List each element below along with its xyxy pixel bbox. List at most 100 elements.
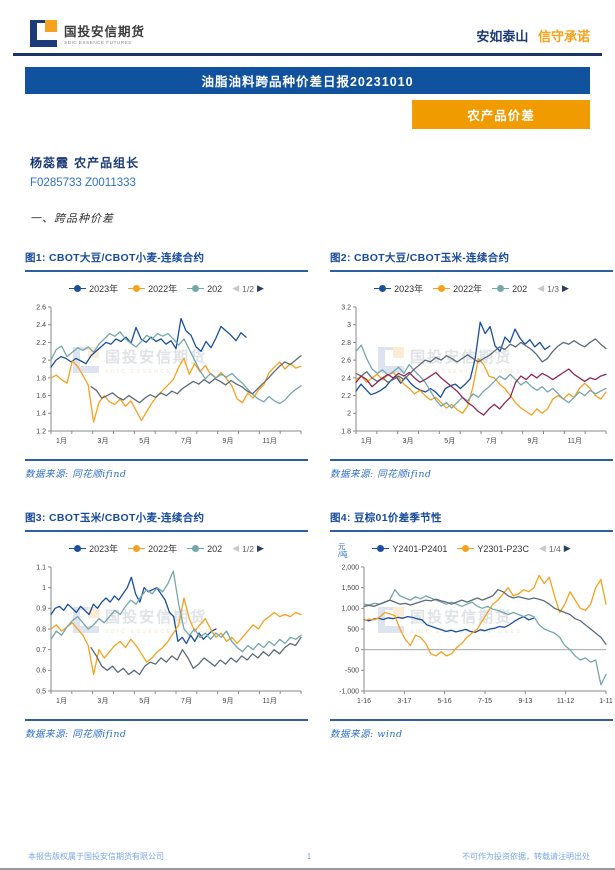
svg-text:0.6: 0.6 [36,667,46,674]
legend-pager: ◀ 1/2 ▶ [232,543,264,554]
svg-text:2,000: 2,000 [341,564,359,571]
chart-legend: Y2401-P2401 Y2301-P23C ◀ 1/4 ▶ [330,541,613,557]
svg-text:11月: 11月 [568,437,582,445]
legend-item[interactable]: 202 [492,284,527,294]
svg-text:1-11: 1-11 [599,698,612,705]
svg-text:2.2: 2.2 [36,339,46,346]
chart-canvas: 1.2 1.4 1.6 1.8 2 2.2 2.4 2.6 1月 3月 5月 7月 9月 11月 [36,304,302,445]
watermark: 国投安信期货 SDIC ESSENCE FUTURES [378,606,522,635]
svg-text:1月: 1月 [56,697,67,705]
legend-prev-icon[interactable]: ◀ [538,543,546,553]
svg-text:5月: 5月 [444,437,455,445]
svg-text:2.6: 2.6 [36,304,46,311]
svg-text:2: 2 [347,410,351,417]
chart-title-rule [25,269,308,272]
svg-text:3月: 3月 [403,437,414,445]
legend-item[interactable]: Y2401-P2401 [372,544,447,554]
legend-item[interactable]: 2022年 [128,542,177,555]
legend-marker-icon [457,544,475,553]
chart-card-3: 图3: CBOT玉米/CBOT小麦-连续合约 2023年 2022年 202 ◀ 1/2… [25,510,308,740]
legend-item[interactable]: 2023年 [69,282,118,295]
svg-text:1-16: 1-16 [357,698,371,705]
svg-text:11月: 11月 [263,437,277,445]
legend-item[interactable]: 2023年 [374,282,423,295]
legend-label: 2023年 [89,284,119,294]
svg-text:7月: 7月 [486,437,497,445]
legend-marker-icon [128,284,146,293]
author-block: 杨蕊霞 农产品组长 F0285733 Z0011333 [30,154,615,189]
legend-item[interactable]: 2022年 [433,282,482,295]
company-name-en: SDIC ESSENCE FUTURES [64,41,132,46]
legend-next-icon[interactable]: ▶ [256,543,264,553]
legend-label: 2023年 [394,284,424,294]
slogan-right: 信守承诺 [537,29,590,44]
legend-pager: ◀ 1/3 ▶ [537,283,569,294]
svg-text:1,500: 1,500 [341,585,359,592]
svg-text:2.4: 2.4 [341,375,351,382]
legend-item[interactable]: Y2301-P23C [457,544,529,554]
legend-item[interactable]: 2022年 [128,282,177,295]
svg-text:7月: 7月 [181,697,192,705]
company-logo: 国投安信期货 SDIC ESSENCE FUTURES [30,20,145,47]
watermark-subtext: SDIC ESSENCE FUTURES [410,368,523,375]
legend-next-icon[interactable]: ▶ [256,283,264,293]
legend-next-icon[interactable]: ▶ [561,283,569,293]
watermark-text: 国投安信期货 [105,348,208,366]
chart-title: 图1: CBOT大豆/CBOT小麦-连续合约 [25,251,205,264]
svg-text:9月: 9月 [223,437,234,445]
legend-marker-icon [187,544,205,553]
chart-bottom-rule [25,458,308,461]
legend-page-indicator: 1/2 [242,283,254,294]
y-axis-unit: 元 /吨 [338,541,348,559]
category-badge[interactable]: 农产品价差 [412,99,590,129]
svg-text:-1,000: -1,000 [339,688,359,695]
legend-marker-icon [433,284,451,293]
legend-prev-icon[interactable]: ◀ [537,283,545,293]
page-bottom-rule [0,868,615,870]
legend-marker-icon [492,284,510,293]
legend-item[interactable]: 2023年 [69,542,118,555]
legend-next-icon[interactable]: ▶ [563,543,571,553]
company-slogan: 安如泰山 信守承诺 [476,26,590,47]
watermark-logo-icon [378,347,405,374]
chart-title: 图2: CBOT大豆/CBOT玉米-连续合约 [330,251,510,264]
watermark-subtext: SDIC ESSENCE FUTURES [410,628,523,635]
svg-text:2.6: 2.6 [341,357,351,364]
chart-title-rule [25,529,308,532]
chart-legend: 2023年 2022年 202 ◀ 1/3 ▶ [330,281,613,297]
svg-text:5-16: 5-16 [438,698,452,705]
chart-bottom-rule [25,718,308,721]
legend-label: Y2401-P2401 [392,543,448,554]
legend-prev-icon[interactable]: ◀ [232,283,240,293]
report-footer: 本报告版权属于国投安信期货有限公司 1 不可作为投资依据，转载请注明出处 [0,851,615,862]
legend-prev-icon[interactable]: ◀ [232,543,240,553]
svg-text:2.2: 2.2 [341,392,351,399]
svg-text:1.2: 1.2 [36,428,46,435]
legend-item[interactable]: 202 [187,544,222,554]
legend-label: 202 [207,283,223,294]
watermark-subtext: SDIC ESSENCE FUTURES [105,628,218,635]
chart-card-2: 图2: CBOT大豆/CBOT玉米-连续合约 2023年 2022年 202 ◀ 1/3… [330,250,613,480]
chart-legend: 2023年 2022年 202 ◀ 1/2 ▶ [25,281,308,297]
svg-text:1月: 1月 [361,437,372,445]
svg-text:3.2: 3.2 [341,304,351,311]
watermark: 国投安信期货 SDIC ESSENCE FUTURES [378,346,522,375]
svg-text:5月: 5月 [139,437,150,445]
svg-text:11-12: 11-12 [557,698,574,705]
legend-label: 2022年 [453,284,483,294]
svg-text:0.8: 0.8 [36,626,46,633]
chart-grid: 图1: CBOT大豆/CBOT小麦-连续合约 2023年 2022年 202 ◀ 1/2… [25,250,613,740]
legend-item[interactable]: 202 [187,284,222,294]
svg-text:9月: 9月 [223,697,234,705]
svg-text:3-17: 3-17 [397,698,411,705]
chart-legend: 2023年 2022年 202 ◀ 1/2 ▶ [25,541,308,557]
svg-text:2: 2 [42,357,46,364]
svg-text:0.5: 0.5 [36,688,46,695]
chart-card-1: 图1: CBOT大豆/CBOT小麦-连续合约 2023年 2022年 202 ◀ 1/2… [25,250,308,480]
footer-disclaimer: 不可作为投资依据，转载请注明出处 [462,852,590,861]
header-divider [13,53,602,56]
svg-text:9月: 9月 [528,437,539,445]
watermark-text: 国投安信期货 [410,348,513,366]
chart-canvas: 0.5 0.6 0.7 0.8 0.9 1 1.1 1月 3月 5月 7月 9月 11月 [36,564,302,705]
chart-title-rule [330,269,613,272]
